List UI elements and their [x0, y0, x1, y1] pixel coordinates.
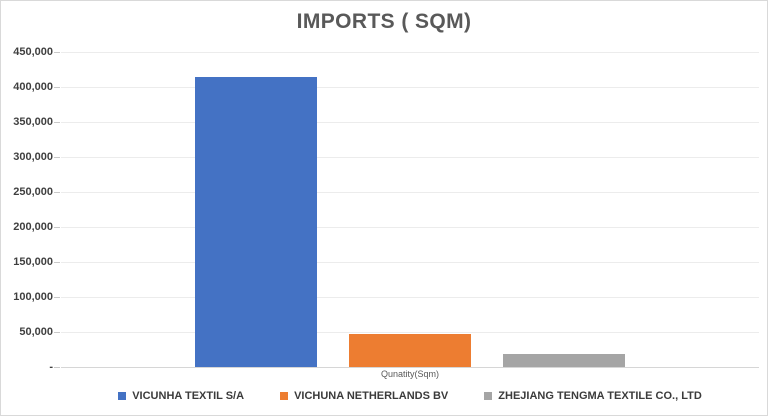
legend: VICUNHA TEXTIL S/A VICHUNA NETHERLANDS BV… [61, 390, 759, 402]
y-axis-tick-label: - [49, 361, 53, 373]
y-axis-tick [54, 262, 60, 263]
legend-item-label: VICHUNA NETHERLANDS BV [294, 390, 449, 402]
bar-vicunha-textil-s-a [195, 76, 317, 367]
gridline [61, 52, 759, 53]
y-axis-tick [54, 157, 60, 158]
gridline [61, 262, 759, 263]
y-axis-tick-label: 250,000 [13, 186, 53, 198]
y-axis-tick-label: 50,000 [19, 326, 53, 338]
chart-title: IMPORTS ( SQM) [296, 10, 472, 33]
x-axis-line [61, 367, 759, 368]
y-axis-tick [54, 227, 60, 228]
y-axis-tick-label: 450,000 [13, 46, 53, 58]
y-axis-tick [54, 332, 60, 333]
x-category-label: Qunatity(Sqm) [380, 369, 440, 379]
y-axis-tick [54, 122, 60, 123]
legend-item-label: VICUNHA TEXTIL S/A [132, 390, 245, 402]
gridline [61, 87, 759, 88]
y-axis-tick-label: 300,000 [13, 151, 53, 163]
gridline [61, 297, 759, 298]
legend-marker-icon [280, 392, 289, 400]
gridline [61, 192, 759, 193]
gridline [61, 332, 759, 333]
legend-marker-icon [118, 392, 127, 400]
legend-marker-icon [484, 392, 493, 400]
gridline [61, 157, 759, 158]
y-axis-tick [54, 367, 60, 368]
y-axis-tick-label: 100,000 [13, 291, 53, 303]
y-axis-tick [54, 192, 60, 193]
legend-item: ZHEJIANG TENGMA TEXTILE CO., LTD [484, 390, 702, 402]
bar-zhejiang-tengma-textile-co-ltd [503, 354, 625, 367]
gridline [61, 227, 759, 228]
y-axis-labels: 450,000 400,000 350,000 300,000 250,000 200,0… [1, 46, 53, 373]
bar-vichuna-netherlands-bv [349, 334, 471, 367]
legend-item: VICUNHA TEXTIL S/A [118, 390, 244, 402]
plot-area [54, 52, 759, 368]
legend-item-label: ZHEJIANG TENGMA TEXTILE CO., LTD [498, 390, 702, 402]
gridline [61, 122, 759, 123]
y-axis-tick [54, 297, 60, 298]
y-axis-tick [54, 52, 60, 53]
y-axis-tick-label: 400,000 [13, 81, 53, 93]
y-axis-tick [54, 87, 60, 88]
y-axis-tick-label: 350,000 [13, 116, 53, 128]
y-axis-tick-label: 200,000 [13, 221, 53, 233]
y-axis-tick-label: 150,000 [13, 256, 53, 268]
legend-item: VICHUNA NETHERLANDS BV [280, 390, 448, 402]
